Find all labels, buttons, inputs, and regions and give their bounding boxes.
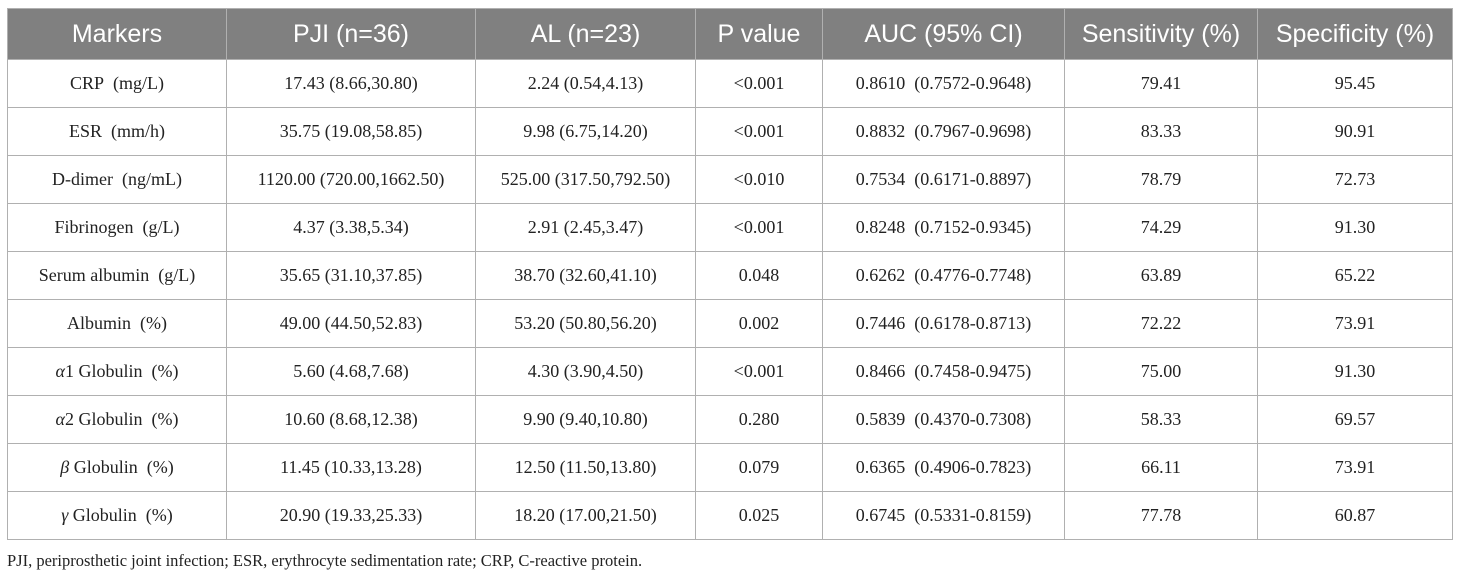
cell-pji: 35.75 (19.08,58.85) — [226, 107, 476, 156]
cell-pji: 20.90 (19.33,25.33) — [226, 491, 476, 540]
marker-label: Globulin (%) — [69, 457, 174, 477]
cell-p-value: 0.048 — [695, 251, 823, 300]
cell-marker: CRP (mg/L) — [7, 59, 227, 108]
cell-auc: 0.5839 (0.4370-0.7308) — [822, 395, 1065, 444]
cell-specificity: 65.22 — [1257, 251, 1453, 300]
table-row: Albumin (%) 49.00 (44.50,52.83) 53.20 (50.… — [7, 299, 1453, 348]
cell-marker: α1 Globulin (%) — [7, 347, 227, 396]
cell-auc: 0.8466 (0.7458-0.9475) — [822, 347, 1065, 396]
cell-specificity: 95.45 — [1257, 59, 1453, 108]
cell-auc: 0.7534 (0.6171-0.8897) — [822, 155, 1065, 204]
cell-p-value: <0.001 — [695, 107, 823, 156]
cell-p-value: 0.079 — [695, 443, 823, 492]
cell-p-value: 0.002 — [695, 299, 823, 348]
data-table-container: Markers PJI (n=36) AL (n=23) P value AUC… — [7, 8, 1453, 540]
cell-marker: D-dimer (ng/mL) — [7, 155, 227, 204]
cell-auc: 0.6365 (0.4906-0.7823) — [822, 443, 1065, 492]
table-row: ESR (mm/h) 35.75 (19.08,58.85) 9.98 (6.75,… — [7, 107, 1453, 156]
cell-p-value: <0.001 — [695, 347, 823, 396]
cell-specificity: 60.87 — [1257, 491, 1453, 540]
greek-letter: γ — [61, 505, 69, 525]
table-row: Serum albumin (g/L) 35.65 (31.10,37.85) 38… — [7, 251, 1453, 300]
header-al: AL (n=23) — [475, 8, 696, 60]
table-row: D-dimer (ng/mL) 1120.00 (720.00,1662.50) 5… — [7, 155, 1453, 204]
greek-letter: α — [55, 409, 65, 429]
header-row: Markers PJI (n=36) AL (n=23) P value AUC… — [7, 8, 1453, 60]
cell-sensitivity: 72.22 — [1064, 299, 1258, 348]
cell-p-value: 0.025 — [695, 491, 823, 540]
cell-auc: 0.6262 (0.4776-0.7748) — [822, 251, 1065, 300]
table-row: α1 Globulin (%) 5.60 (4.68,7.68) 4.30 (3.9… — [7, 347, 1453, 396]
cell-p-value: <0.010 — [695, 155, 823, 204]
table-footnote: PJI, periprosthetic joint infection; ESR… — [7, 551, 643, 570]
cell-auc: 0.8832 (0.7967-0.9698) — [822, 107, 1065, 156]
cell-pji: 11.45 (10.33,13.28) — [226, 443, 476, 492]
header-sensitivity: Sensitivity (%) — [1064, 8, 1258, 60]
cell-marker: α2 Globulin (%) — [7, 395, 227, 444]
cell-pji: 35.65 (31.10,37.85) — [226, 251, 476, 300]
markers-table: Markers PJI (n=36) AL (n=23) P value AUC… — [7, 8, 1453, 540]
cell-specificity: 73.91 — [1257, 299, 1453, 348]
marker-label: 2 Globulin (%) — [64, 409, 179, 429]
cell-sensitivity: 74.29 — [1064, 203, 1258, 252]
cell-marker: β Globulin (%) — [7, 443, 227, 492]
cell-pji: 49.00 (44.50,52.83) — [226, 299, 476, 348]
cell-sensitivity: 78.79 — [1064, 155, 1258, 204]
cell-al: 9.98 (6.75,14.20) — [475, 107, 696, 156]
cell-sensitivity: 83.33 — [1064, 107, 1258, 156]
cell-pji: 10.60 (8.68,12.38) — [226, 395, 476, 444]
header-auc: AUC (95% CI) — [822, 8, 1065, 60]
cell-marker: Serum albumin (g/L) — [7, 251, 227, 300]
cell-specificity: 72.73 — [1257, 155, 1453, 204]
cell-sensitivity: 75.00 — [1064, 347, 1258, 396]
greek-letter: α — [55, 361, 65, 381]
header-pji: PJI (n=36) — [226, 8, 476, 60]
cell-al: 2.24 (0.54,4.13) — [475, 59, 696, 108]
marker-label: 1 Globulin (%) — [64, 361, 179, 381]
cell-p-value: <0.001 — [695, 59, 823, 108]
cell-sensitivity: 58.33 — [1064, 395, 1258, 444]
cell-al: 525.00 (317.50,792.50) — [475, 155, 696, 204]
table-row: α2 Globulin (%) 10.60 (8.68,12.38) 9.90 (9… — [7, 395, 1453, 444]
cell-p-value: <0.001 — [695, 203, 823, 252]
cell-specificity: 91.30 — [1257, 347, 1453, 396]
cell-sensitivity: 63.89 — [1064, 251, 1258, 300]
header-markers: Markers — [7, 8, 227, 60]
header-specificity: Specificity (%) — [1257, 8, 1453, 60]
cell-sensitivity: 79.41 — [1064, 59, 1258, 108]
cell-marker: Albumin (%) — [7, 299, 227, 348]
table-row: γ Globulin (%) 20.90 (19.33,25.33) 18.20 (… — [7, 491, 1453, 540]
cell-auc: 0.7446 (0.6178-0.8713) — [822, 299, 1065, 348]
cell-sensitivity: 66.11 — [1064, 443, 1258, 492]
cell-p-value: 0.280 — [695, 395, 823, 444]
table-row: CRP (mg/L) 17.43 (8.66,30.80) 2.24 (0.54,4… — [7, 59, 1453, 108]
cell-specificity: 91.30 — [1257, 203, 1453, 252]
cell-marker: ESR (mm/h) — [7, 107, 227, 156]
cell-pji: 17.43 (8.66,30.80) — [226, 59, 476, 108]
cell-al: 53.20 (50.80,56.20) — [475, 299, 696, 348]
cell-al: 4.30 (3.90,4.50) — [475, 347, 696, 396]
cell-sensitivity: 77.78 — [1064, 491, 1258, 540]
cell-specificity: 69.57 — [1257, 395, 1453, 444]
marker-label: Globulin (%) — [68, 505, 173, 525]
cell-marker: Fibrinogen (g/L) — [7, 203, 227, 252]
cell-al: 12.50 (11.50,13.80) — [475, 443, 696, 492]
table-row: Fibrinogen (g/L) 4.37 (3.38,5.34) 2.91 (2.… — [7, 203, 1453, 252]
cell-auc: 0.8248 (0.7152-0.9345) — [822, 203, 1065, 252]
header-p-value: P value — [695, 8, 823, 60]
cell-marker: γ Globulin (%) — [7, 491, 227, 540]
cell-auc: 0.6745 (0.5331-0.8159) — [822, 491, 1065, 540]
cell-specificity: 73.91 — [1257, 443, 1453, 492]
cell-pji: 4.37 (3.38,5.34) — [226, 203, 476, 252]
cell-pji: 1120.00 (720.00,1662.50) — [226, 155, 476, 204]
cell-pji: 5.60 (4.68,7.68) — [226, 347, 476, 396]
greek-letter: β — [60, 457, 70, 477]
cell-al: 9.90 (9.40,10.80) — [475, 395, 696, 444]
table-row: β Globulin (%) 11.45 (10.33,13.28) 12.50 (… — [7, 443, 1453, 492]
cell-al: 38.70 (32.60,41.10) — [475, 251, 696, 300]
cell-al: 2.91 (2.45,3.47) — [475, 203, 696, 252]
cell-al: 18.20 (17.00,21.50) — [475, 491, 696, 540]
cell-auc: 0.8610 (0.7572-0.9648) — [822, 59, 1065, 108]
cell-specificity: 90.91 — [1257, 107, 1453, 156]
